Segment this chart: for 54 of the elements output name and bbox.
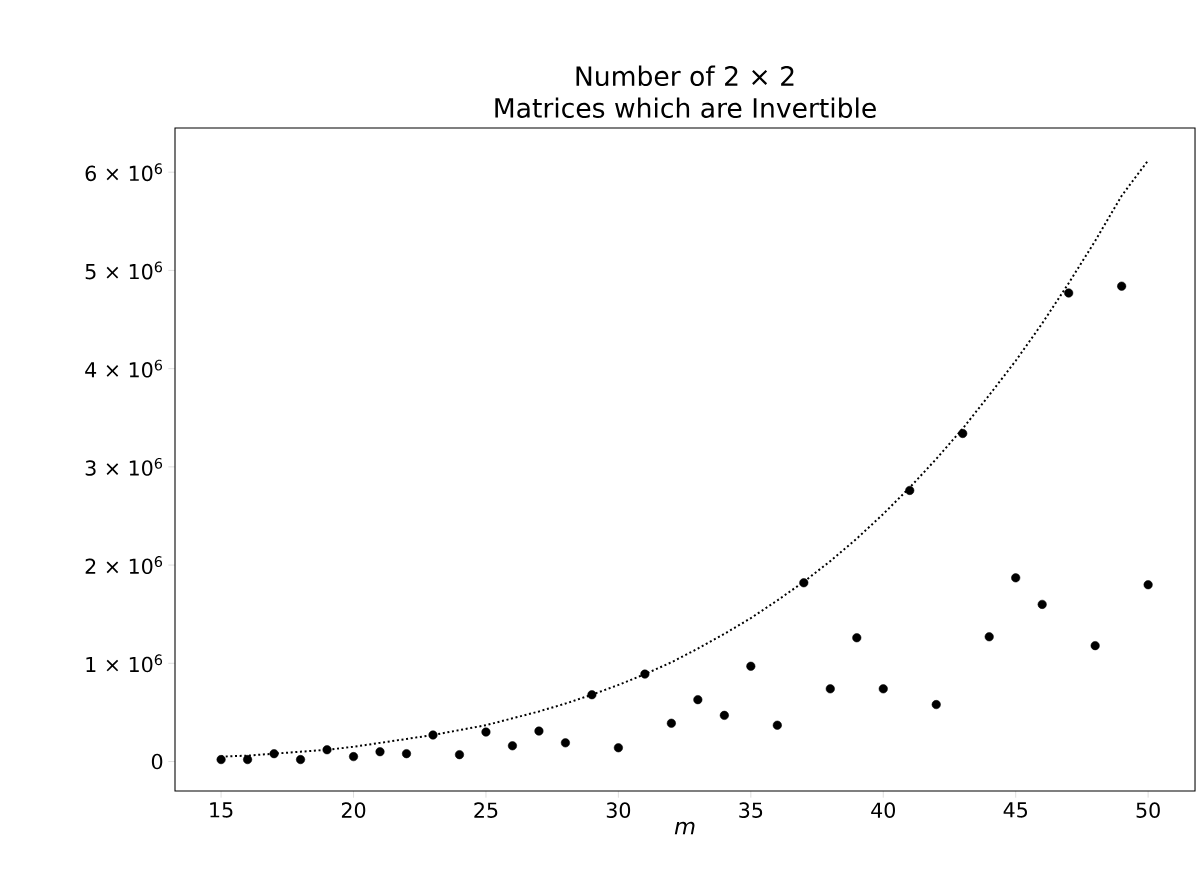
point — [560, 738, 570, 748]
x-tick-label: 35 — [739, 802, 763, 818]
point — [1090, 641, 1100, 651]
x-tick-label: 20 — [341, 802, 366, 818]
point — [852, 633, 862, 643]
point — [349, 752, 359, 762]
point — [1064, 288, 1074, 298]
point — [216, 755, 226, 765]
point — [454, 750, 464, 760]
point — [958, 428, 968, 438]
x-tick-label: 50 — [1136, 802, 1160, 818]
x-tick-label: 40 — [871, 802, 895, 818]
point — [481, 727, 491, 737]
y-tick-label: 5 × 10$^{6}$ — [85, 261, 163, 280]
point — [640, 669, 650, 679]
point — [1143, 580, 1153, 590]
point — [878, 684, 888, 694]
chart-title: Number of 2 × 2 — [576, 65, 794, 87]
point — [719, 710, 729, 720]
x-tick-label: 30 — [606, 802, 631, 818]
y-tick-label: 0 — [151, 753, 163, 770]
point — [746, 661, 756, 671]
point — [799, 578, 809, 588]
y-tick-label: 6 × 10$^{6}$ — [85, 163, 163, 182]
y-tick-label: 2 × 10$^{6}$ — [85, 556, 163, 575]
x-axis-title: m — [674, 821, 695, 835]
y-tick-label: 1 × 10$^{6}$ — [86, 654, 163, 673]
point — [613, 743, 623, 753]
point — [1117, 281, 1127, 291]
point — [772, 720, 782, 730]
chart-subtitle: Matrices which are Invertible — [495, 97, 876, 118]
x-tick-label: 15 — [210, 802, 233, 818]
point — [296, 755, 306, 765]
point — [825, 684, 835, 694]
point — [1037, 599, 1047, 609]
point — [322, 745, 332, 755]
point — [428, 730, 438, 740]
point — [401, 749, 412, 759]
point — [931, 700, 941, 710]
y-tick-label: 4 × 10$^{6}$ — [85, 359, 163, 378]
point — [666, 718, 676, 728]
point — [984, 632, 994, 642]
x-tick-label: 25 — [474, 802, 498, 818]
point — [243, 755, 253, 765]
point — [507, 741, 517, 751]
point — [1011, 573, 1021, 583]
y-tick-label: 3 × 10$^{6}$ — [85, 457, 163, 476]
point — [587, 690, 597, 700]
point — [905, 485, 915, 495]
point — [534, 726, 544, 736]
x-tick-label: 45 — [1003, 802, 1027, 818]
point — [375, 747, 385, 757]
point — [269, 749, 279, 759]
point — [693, 695, 703, 705]
